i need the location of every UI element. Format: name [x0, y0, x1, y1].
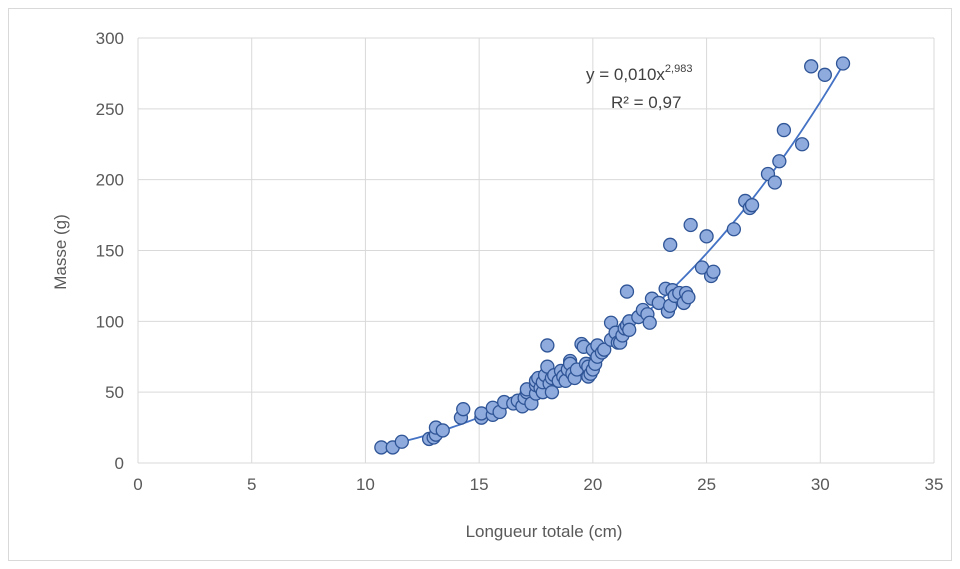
data-points [374, 56, 851, 455]
data-point-86 [681, 290, 696, 305]
equation-exponent: 2,983 [665, 63, 693, 75]
x-tick-labels: 0 5 10 15 20 25 30 35 [133, 475, 943, 494]
data-point-99 [776, 122, 792, 138]
data-point-89 [699, 229, 714, 244]
y-tick-label-6: 300 [96, 29, 124, 48]
data-point-34 [544, 385, 560, 400]
x-tick-label-1: 5 [247, 475, 256, 494]
x-tick-label-6: 30 [811, 475, 830, 494]
y-tick-labels: 0 50 100 150 200 250 300 [96, 29, 124, 473]
data-point-97 [767, 175, 782, 190]
data-point-98 [772, 154, 787, 169]
trendline-equation: y = 0,010x2,983 [586, 63, 692, 84]
x-tick-label-3: 15 [470, 475, 489, 494]
data-point-92 [726, 222, 742, 237]
data-point-103 [835, 56, 851, 71]
x-tick-label-4: 20 [583, 475, 602, 494]
power-trendline [378, 64, 844, 448]
data-point-74 [642, 315, 657, 330]
x-axis-title: Longueur totale (cm) [466, 522, 623, 541]
y-tick-label-5: 250 [96, 100, 124, 119]
data-point-70 [622, 322, 637, 337]
data-point-87 [683, 217, 698, 233]
data-point-9 [456, 402, 471, 417]
data-point-91 [706, 264, 721, 279]
y-tick-label-0: 0 [115, 454, 124, 473]
y-axis-title: Masse (g) [51, 214, 70, 290]
data-point-79 [663, 237, 678, 252]
data-point-7 [435, 423, 450, 438]
data-point-31 [540, 338, 555, 353]
data-point-102 [817, 67, 832, 82]
equation-prefix: y = 0,010x [586, 65, 665, 84]
data-point-59 [597, 342, 612, 357]
data-point-95 [744, 198, 760, 213]
x-tick-label-5: 25 [697, 475, 716, 494]
chart-frame [8, 8, 952, 561]
x-tick-label-7: 35 [925, 475, 944, 494]
data-point-100 [794, 137, 810, 152]
trendline-r2: R² = 0,97 [611, 93, 681, 112]
data-point-101 [804, 59, 819, 74]
data-point-67 [619, 284, 635, 299]
x-tick-label-0: 0 [133, 475, 142, 494]
y-tick-label-1: 50 [105, 383, 124, 402]
y-tick-label-2: 100 [96, 312, 124, 331]
x-tick-label-2: 10 [356, 475, 375, 494]
y-tick-label-3: 150 [96, 242, 124, 261]
y-tick-label-4: 200 [96, 171, 124, 190]
data-point-2 [394, 434, 409, 449]
